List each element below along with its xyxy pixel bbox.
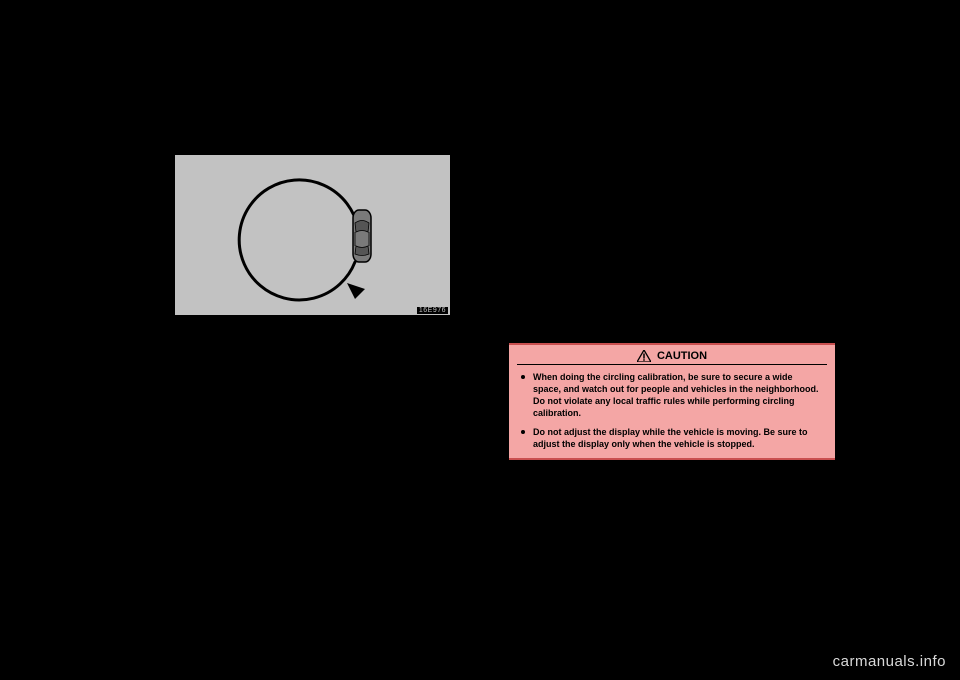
caution-item: Do not adjust the display while the vehi… — [521, 426, 823, 450]
caution-list: When doing the circling calibration, be … — [509, 365, 835, 458]
diagram-id-label: 16E976 — [417, 307, 448, 314]
caution-item: When doing the circling calibration, be … — [521, 371, 823, 420]
arrowhead-icon — [345, 283, 369, 303]
caution-title: CAUTION — [657, 350, 707, 362]
caution-header: CAUTION — [509, 345, 835, 364]
warning-icon — [637, 350, 651, 362]
watermark: carmanuals.info — [833, 653, 946, 670]
car-icon — [351, 208, 373, 264]
caution-box: CAUTION When doing the circling calibrat… — [509, 343, 835, 460]
calibration-diagram: 16E976 — [175, 155, 450, 315]
